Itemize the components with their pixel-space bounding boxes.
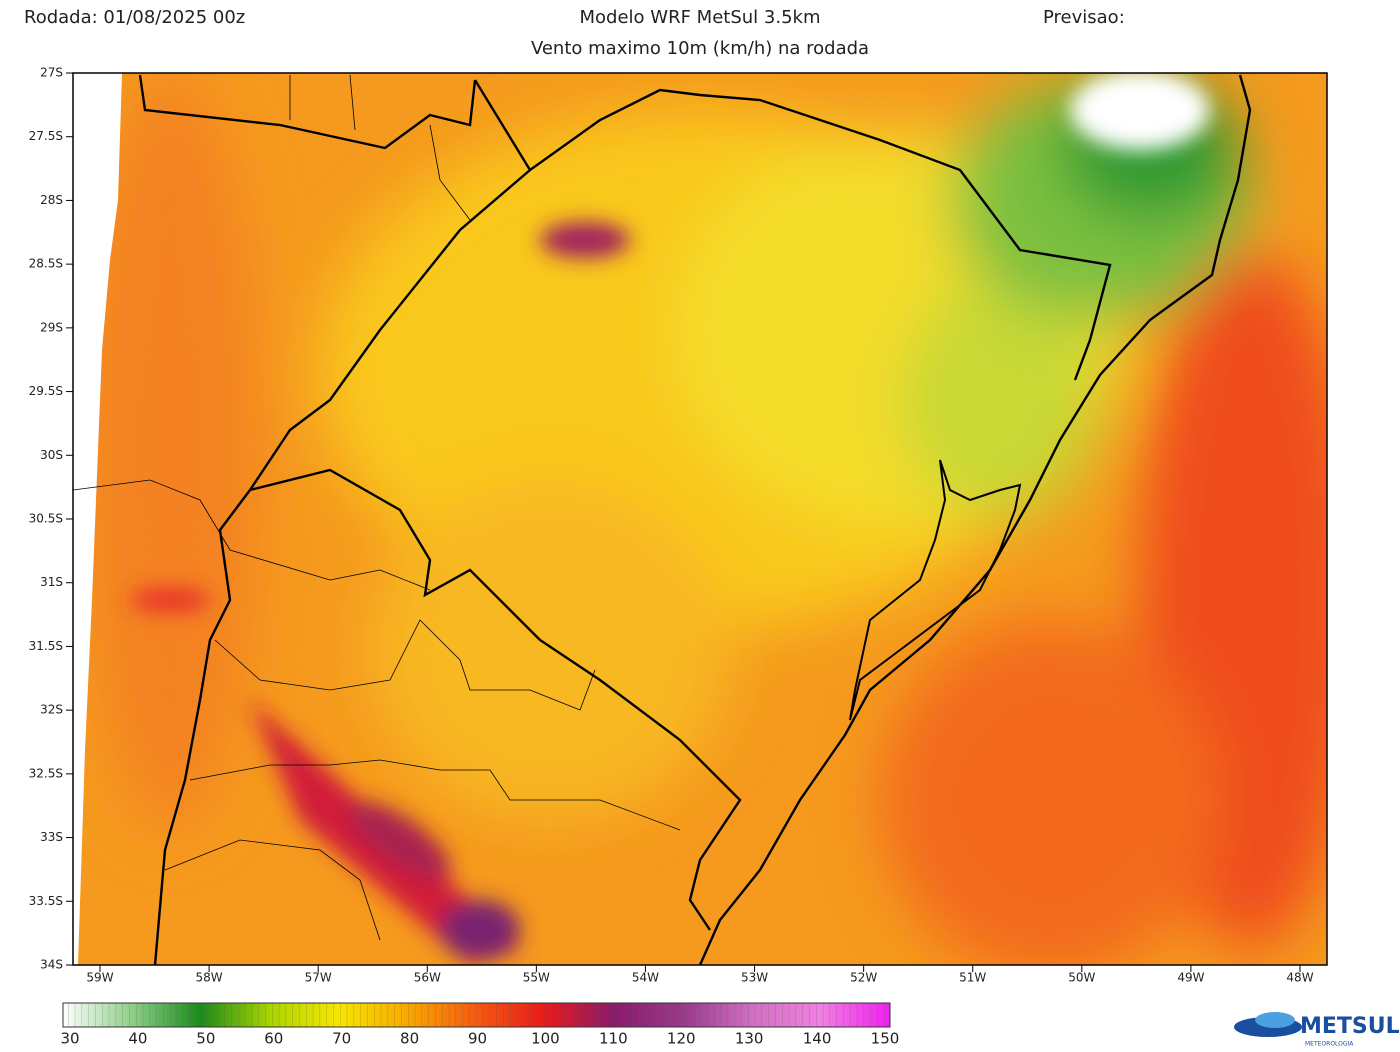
model-title: Modelo WRF MetSul 3.5km	[580, 7, 821, 28]
lat-label: 32S	[40, 703, 63, 717]
logo: METSUL METEOROLOGIA	[1234, 1012, 1400, 1048]
lat-label: 29.5S	[29, 384, 63, 398]
lat-label: 27.5S	[29, 129, 63, 143]
colorbar-label: 40	[128, 1030, 147, 1048]
lat-label: 34S	[40, 958, 63, 972]
run-time: Rodada: 01/08/2025 00z	[24, 7, 245, 28]
lon-label: 55W	[523, 971, 550, 985]
lon-label: 59W	[86, 971, 113, 985]
colorbar-label: 70	[332, 1030, 351, 1048]
colorbar-label: 110	[599, 1030, 628, 1048]
colorbar-label: 60	[264, 1030, 283, 1048]
colorbar-ticks: 30 40 50 60 70 80 90 100 110 120 130 140 150	[60, 1030, 899, 1048]
lon-label: 51W	[959, 971, 986, 985]
subtitle: Vento maximo 10m (km/h) na rodada	[531, 38, 869, 59]
colorbar-label: 130	[735, 1030, 764, 1048]
logo-tagline: METEOROLOGIA	[1305, 1041, 1354, 1048]
lat-label: 31.5S	[29, 639, 63, 653]
lat-label: 28S	[40, 193, 63, 207]
lon-label: 52W	[850, 971, 877, 985]
lon-label: 57W	[305, 971, 332, 985]
colorbar-label: 120	[667, 1030, 696, 1048]
colorbar-frame	[62, 1002, 891, 1028]
forecast-label: Previsao:	[1043, 7, 1125, 28]
lon-label: 49W	[1177, 971, 1204, 985]
lon-label: 56W	[414, 971, 441, 985]
colorbar-label: 30	[60, 1030, 79, 1048]
colorbar-label: 150	[871, 1030, 900, 1048]
lat-label: 33S	[40, 830, 63, 844]
lon-axis: 59W 58W 57W 56W 55W 54W 53W 52W 51W 50W 49W 48W	[86, 965, 1314, 985]
colorbar-label: 90	[468, 1030, 487, 1048]
lat-label: 33.5S	[29, 894, 63, 908]
lat-axis: 27S 27.5S 28S 28.5S 29S 29.5S 30S 30.5S 31S 31.5S…	[29, 66, 73, 972]
wind-field	[73, 73, 1327, 965]
lat-label: 28.5S	[29, 257, 63, 271]
colorbar-label: 50	[196, 1030, 215, 1048]
colorbar-label: 80	[400, 1030, 419, 1048]
lat-label: 30S	[40, 448, 63, 462]
lon-label: 50W	[1068, 971, 1095, 985]
lon-label: 54W	[632, 971, 659, 985]
lat-label: 31S	[40, 575, 63, 589]
logo-mark	[1255, 1012, 1295, 1028]
borders	[73, 74, 1252, 965]
lat-label: 29S	[40, 320, 63, 334]
lon-label: 58W	[196, 971, 223, 985]
logo-name: METSUL	[1300, 1014, 1400, 1039]
colorbar-label: 140	[803, 1030, 832, 1048]
lat-label: 27S	[40, 66, 63, 80]
lon-label: 48W	[1286, 971, 1313, 985]
lat-label: 32.5S	[29, 766, 63, 780]
colorbar-steps	[63, 1003, 890, 1027]
lon-label: 53W	[741, 971, 768, 985]
lat-label: 30.5S	[29, 512, 63, 526]
colorbar-label: 100	[531, 1030, 560, 1048]
